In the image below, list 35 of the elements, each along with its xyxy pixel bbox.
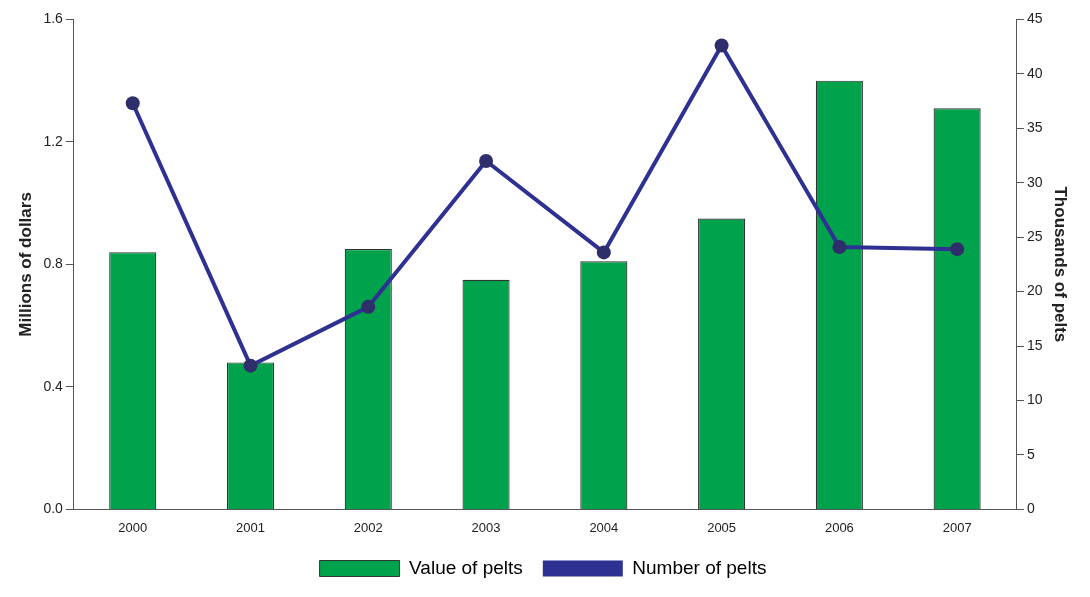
y-tick-label: 1.2 (43, 132, 64, 149)
y2-tick-label: 45 (1027, 10, 1043, 27)
y2-tick-label: 35 (1027, 119, 1043, 136)
x-tick-label: 2004 (589, 519, 619, 535)
y-axis-title: Millions of dollars (15, 192, 35, 337)
point (243, 358, 258, 373)
point (361, 299, 376, 314)
y2-tick-label: 15 (1027, 336, 1043, 353)
y2-tick-label: 25 (1027, 228, 1043, 245)
y2-axis-title: Thousands of pelts (1051, 186, 1071, 343)
y2-tick-label: 5 (1027, 445, 1036, 462)
x-tick-label: 2002 (353, 519, 383, 535)
legend-label: Value of pelts (409, 556, 523, 578)
y2-tick-label: 30 (1027, 173, 1043, 190)
legend-label: Number of pelts (632, 556, 767, 578)
x-tick-label: 2000 (118, 519, 148, 535)
point (125, 96, 140, 111)
y-tick-label: 0.4 (43, 377, 64, 394)
x-tick-label: 2001 (236, 519, 265, 535)
point (714, 38, 729, 53)
y2-tick-label: 0 (1027, 500, 1036, 517)
x-tick-label: 2007 (942, 519, 972, 535)
y2-tick-label: 10 (1027, 391, 1043, 408)
y-tick-label: 0.8 (43, 255, 64, 272)
y-tick-label: 0.0 (43, 500, 64, 517)
y2-tick-label: 40 (1027, 64, 1043, 81)
x-tick-label: 2003 (471, 519, 501, 535)
x-tick-label: 2006 (824, 519, 854, 535)
point (832, 239, 847, 254)
point (950, 242, 965, 257)
y2-tick-label: 20 (1027, 282, 1043, 299)
point (596, 245, 611, 260)
y-tick-label: 1.6 (43, 10, 64, 27)
x-tick-label: 2005 (707, 519, 737, 535)
point (479, 153, 494, 168)
